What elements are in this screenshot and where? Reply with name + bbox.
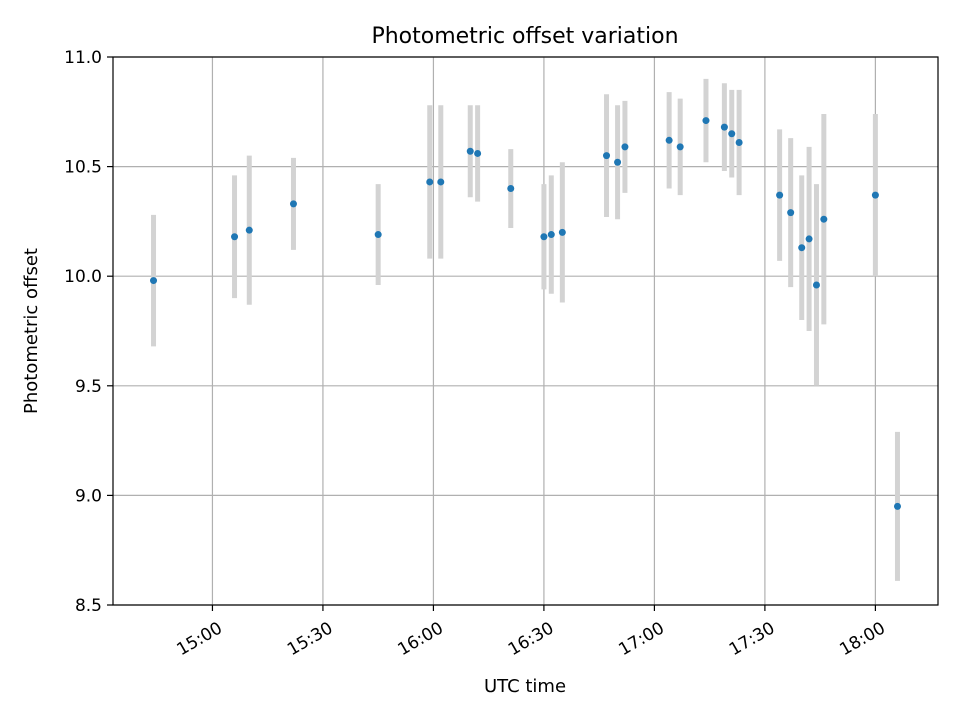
plot-frame <box>112 56 939 606</box>
data-point <box>558 228 566 236</box>
data-point <box>720 123 728 131</box>
data-point <box>871 191 879 199</box>
y-tick-label: 8.5 <box>75 596 102 616</box>
data-point <box>466 147 474 155</box>
data-point <box>374 231 382 239</box>
data-point <box>676 143 684 151</box>
data-point <box>665 136 673 144</box>
data-point <box>245 226 253 234</box>
y-tick-label: 10.0 <box>64 267 102 287</box>
data-point <box>507 185 515 193</box>
data-point <box>798 244 806 252</box>
data-point <box>603 152 611 160</box>
y-tick-label: 10.5 <box>64 158 102 178</box>
data-point <box>289 200 297 208</box>
y-tick-label: 9.0 <box>75 486 102 506</box>
data-point <box>474 149 482 157</box>
data-point <box>787 209 795 217</box>
data-point <box>540 233 548 241</box>
data-point <box>702 117 710 125</box>
data-point <box>735 138 743 146</box>
data-point <box>893 502 901 510</box>
y-tick-label: 11.0 <box>64 48 102 68</box>
y-axis-label: Photometric offset <box>21 248 42 414</box>
data-point <box>547 231 555 239</box>
data-point <box>614 158 622 166</box>
y-axis: 8.5 9.0 9.5 10.0 10.5 11.0 <box>64 48 113 616</box>
data-point <box>812 281 820 289</box>
data-point <box>820 215 828 223</box>
data-point <box>231 233 239 241</box>
data-point <box>621 143 629 151</box>
data-points <box>150 117 901 510</box>
data-point <box>776 191 784 199</box>
data-point <box>426 178 434 186</box>
x-axis-label: UTC time <box>484 676 566 697</box>
data-point <box>150 277 158 285</box>
chart-title: Photometric offset variation <box>371 24 678 49</box>
data-point <box>728 130 736 138</box>
data-point <box>437 178 445 186</box>
y-tick-label: 9.5 <box>75 377 102 397</box>
data-point <box>805 235 813 243</box>
